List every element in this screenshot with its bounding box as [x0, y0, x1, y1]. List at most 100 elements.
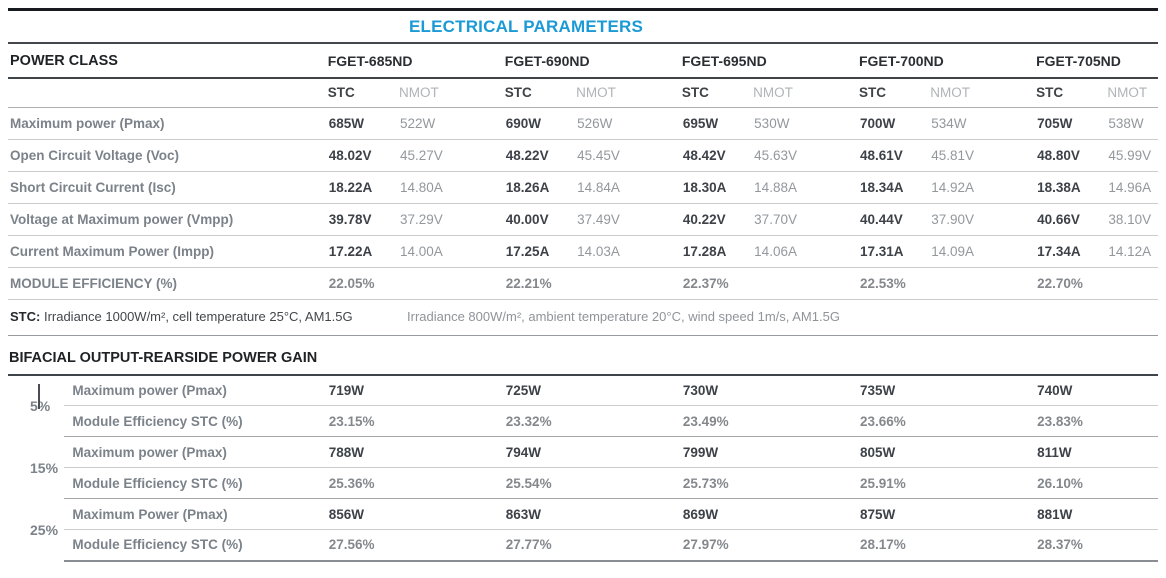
stc-header: STC	[504, 78, 577, 108]
bifacial-value: 788W	[327, 436, 505, 468]
nmot-header: NMOT	[930, 78, 1037, 108]
stc-value: 48.02V	[327, 139, 399, 172]
param-label: Open Circuit Voltage (Voc)	[8, 139, 328, 172]
bifacial-gain-table: 5% Maximum power (Pmax) 719W 725W 730W 7…	[8, 373, 1158, 562]
param-label: Maximum power (Pmax)	[8, 107, 328, 140]
param-label: Maximum Power (Pmax)	[64, 498, 328, 530]
table-row: 25% Maximum Power (Pmax) 856W 863W 869W …	[8, 498, 1158, 538]
bifacial-value: 875W	[858, 498, 1037, 530]
class-name: FGET-700ND	[858, 44, 1037, 79]
table-row: 5% Maximum power (Pmax) 719W 725W 730W 7…	[8, 374, 1158, 414]
bifacial-value: 735W	[858, 374, 1037, 406]
nmot-value: 37.49V	[576, 203, 682, 236]
stc-value: 17.28A	[681, 235, 754, 268]
param-label: Module Efficiency STC (%)	[64, 467, 328, 499]
nmot-value: 14.09A	[930, 235, 1037, 268]
bifacial-value: 23.66%	[858, 405, 1037, 437]
nmot-value: 14.80A	[398, 171, 505, 204]
table-row: Current Maximum Power (Impp) 17.22A 14.0…	[8, 235, 1158, 268]
bifacial-value: 27.77%	[504, 529, 682, 562]
nmot-value: 14.92A	[930, 171, 1037, 204]
bifacial-value: 28.37%	[1036, 529, 1158, 562]
bifacial-value: 811W	[1036, 436, 1158, 468]
nmot-value: 14.84A	[576, 171, 682, 204]
bifacial-value: 730W	[681, 374, 859, 406]
nmot-value: 38.10V	[1107, 203, 1158, 236]
stc-value: 48.61V	[858, 139, 931, 172]
bifacial-value: 25.91%	[858, 467, 1037, 499]
bifacial-value: 23.83%	[1036, 405, 1158, 437]
param-label: MODULE EFFICIENCY (%)	[8, 267, 328, 300]
stc-value: 17.31A	[858, 235, 931, 268]
top-rule	[8, 8, 1158, 11]
stc-value: 18.34A	[858, 171, 931, 204]
bifacial-value: 794W	[504, 436, 682, 468]
stc-value: 18.26A	[504, 171, 577, 204]
param-label: Maximum power (Pmax)	[64, 436, 328, 468]
stc-value: 39.78V	[327, 203, 399, 236]
nmot-value: 45.99V	[1107, 139, 1158, 172]
module-efficiency-row: MODULE EFFICIENCY (%) 22.05% 22.21% 22.3…	[8, 267, 1158, 300]
nmot-value: 14.00A	[398, 235, 505, 268]
nmot-header: NMOT	[1107, 78, 1158, 108]
nmot-value: 526W	[576, 107, 682, 140]
table-row: Module Efficiency STC (%) 23.15% 23.32% …	[8, 405, 1158, 437]
power-class-header: POWER CLASS	[8, 44, 328, 79]
nmot-value: 522W	[398, 107, 505, 140]
nmot-value: 37.29V	[398, 203, 505, 236]
text-cursor-artifact	[38, 384, 40, 409]
stc-value: 18.38A	[1036, 171, 1108, 204]
nmot-value: 37.90V	[930, 203, 1037, 236]
stc-value: 695W	[681, 107, 754, 140]
bifacial-value: 799W	[681, 436, 859, 468]
param-label: Module Efficiency STC (%)	[64, 529, 328, 562]
table-row: Short Circuit Current (Isc) 18.22A 14.80…	[8, 171, 1158, 204]
efficiency-value: 22.53%	[858, 267, 1037, 300]
bifacial-value: 856W	[327, 498, 505, 530]
stc-value: 17.25A	[504, 235, 577, 268]
efficiency-value: 22.70%	[1036, 267, 1158, 300]
bifacial-value: 23.49%	[681, 405, 859, 437]
test-conditions-notes: STC: Irradiance 1000W/m², cell temperatu…	[8, 300, 1158, 336]
stc-value: 685W	[327, 107, 399, 140]
nmot-header: NMOT	[576, 78, 682, 108]
gain-label: 15%	[30, 459, 59, 476]
bifacial-value: 863W	[504, 498, 682, 530]
param-label: Current Maximum Power (Impp)	[8, 235, 328, 268]
stc-note: STC: Irradiance 1000W/m², cell temperatu…	[10, 309, 353, 324]
bifacial-value: 805W	[858, 436, 1037, 468]
bifacial-value: 719W	[327, 374, 505, 406]
class-name: FGET-690ND	[504, 44, 682, 79]
param-label: Maximum power (Pmax)	[64, 374, 328, 406]
nmot-header: NMOT	[398, 78, 505, 108]
stc-header: STC	[327, 78, 399, 108]
nmot-value: 45.45V	[576, 139, 682, 172]
stc-value: 40.66V	[1036, 203, 1108, 236]
stc-value: 48.22V	[504, 139, 577, 172]
table-row: 15% Maximum power (Pmax) 788W 794W 799W …	[8, 436, 1158, 476]
table-row: Maximum power (Pmax) 685W 522W 690W 526W…	[8, 107, 1158, 140]
bifacial-value: 740W	[1036, 374, 1158, 406]
bifacial-value: 25.73%	[681, 467, 859, 499]
nmot-note: Irradiance 800W/m², ambient temperature …	[407, 308, 840, 324]
stc-value: 48.80V	[1036, 139, 1108, 172]
efficiency-value: 22.21%	[504, 267, 682, 300]
stc-value: 40.00V	[504, 203, 577, 236]
nmot-value: 37.70V	[753, 203, 859, 236]
stc-header: STC	[681, 78, 754, 108]
power-class-row: POWER CLASS FGET-685ND FGET-690ND FGET-6…	[8, 44, 1158, 79]
table-row: Voltage at Maximum power (Vmpp) 39.78V 3…	[8, 203, 1158, 236]
nmot-value: 534W	[930, 107, 1037, 140]
stc-header: STC	[1036, 78, 1108, 108]
efficiency-value: 22.37%	[681, 267, 859, 300]
class-name: FGET-695ND	[681, 44, 859, 79]
nmot-value: 14.88A	[753, 171, 859, 204]
nmot-value: 538W	[1107, 107, 1158, 140]
stc-value: 17.34A	[1036, 235, 1108, 268]
param-label: Voltage at Maximum power (Vmpp)	[8, 203, 328, 236]
bifacial-value: 881W	[1036, 498, 1158, 530]
bifacial-value: 23.15%	[327, 405, 505, 437]
page-title: ELECTRICAL PARAMETERS	[408, 17, 644, 36]
stc-value: 40.22V	[681, 203, 754, 236]
nmot-value: 45.81V	[930, 139, 1037, 172]
